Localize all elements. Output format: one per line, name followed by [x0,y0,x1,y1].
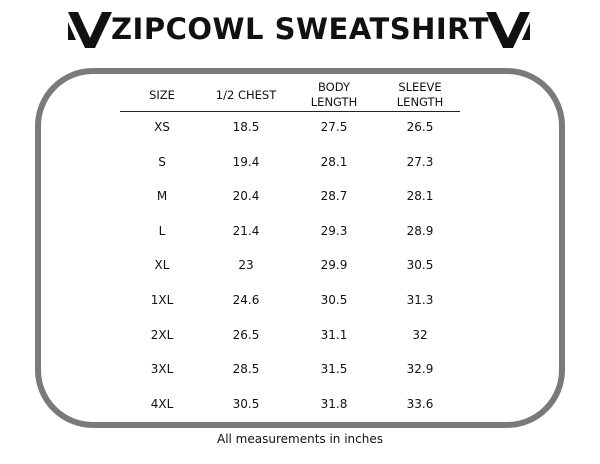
measurement: 31.3 [406,293,434,307]
size-label: XS [154,120,170,134]
measurement: 32 [412,327,428,342]
size-label: M [156,189,168,204]
measurement: 19.4 [232,154,260,169]
size-label: XL [154,258,170,273]
measurement: 18.5 [232,120,260,134]
measurement: 30.5 [320,293,348,307]
size-label: 2XL [150,327,174,342]
measurement: 23 [238,258,254,273]
measurement: 24.6 [232,293,260,307]
footer-note: All measurements in inches [216,432,383,446]
frame [35,68,565,428]
measurement: 27.5 [320,120,348,134]
size-label: L [158,223,166,238]
size-label: 4XL [150,396,174,411]
column-header: SIZE [149,88,175,102]
measurement: 29.9 [320,258,348,273]
measurement: 30.5 [232,396,260,411]
measurement: 20.4 [232,189,260,204]
logo-left [68,12,112,48]
measurement: 28.9 [406,223,434,238]
logo-right [486,12,530,48]
column-header: SLEEVE LENGTH [396,80,444,109]
measurement: 29.3 [320,223,348,238]
measurement: 31.5 [320,362,348,377]
measurement: 27.3 [406,154,434,169]
column-header: 1/2 CHEST [215,88,277,102]
column-header: BODY LENGTH [310,80,358,109]
measurement: 26.5 [232,327,260,342]
measurement: 30.5 [406,258,434,273]
measurement: 28.7 [320,189,348,204]
header-rule [120,111,460,112]
measurement: 32.9 [406,362,434,377]
measurement: 31.1 [320,327,348,342]
size-label: 3XL [150,362,174,377]
title: ZIPCOWL SWEATSHIRT [111,12,489,46]
measurement: 33.6 [406,396,434,411]
measurement: 28.5 [232,362,260,377]
measurement: 28.1 [320,154,348,169]
measurement: 26.5 [406,120,434,134]
measurement: 28.1 [406,189,434,204]
size-label: S [158,154,166,169]
size-label: 1XL [150,293,174,307]
measurement: 21.4 [232,223,260,238]
measurement: 31.8 [320,396,348,411]
